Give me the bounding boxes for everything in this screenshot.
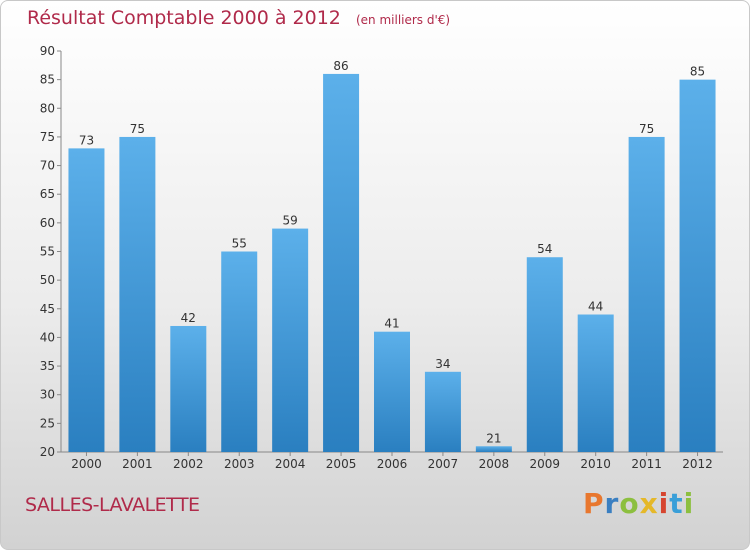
x-tick-label: 2010 [580, 457, 611, 471]
logo-letter: i [658, 487, 670, 520]
y-tick-label: 80 [40, 101, 55, 115]
y-tick-label: 30 [40, 388, 55, 402]
value-labels: 73 75 42 55 59 86 41 34 21 54 44 75 85 [79, 59, 705, 445]
data-label: 75 [639, 122, 654, 136]
logo-letter: x [639, 487, 659, 520]
data-label: 75 [130, 122, 145, 136]
bar [679, 79, 716, 453]
y-tick-label: 45 [40, 302, 55, 316]
x-tick-label: 2005 [326, 457, 357, 471]
data-label: 86 [333, 59, 348, 73]
x-tick-label: 2012 [682, 457, 713, 471]
x-tick-label: 2000 [71, 457, 102, 471]
bar [577, 314, 614, 452]
bar [170, 325, 207, 452]
x-tick-label: 2001 [122, 457, 153, 471]
x-tick-label: 2008 [479, 457, 510, 471]
logo-letter: r [604, 487, 620, 520]
bar [272, 228, 309, 452]
bar [323, 73, 360, 453]
y-tick-label: 90 [40, 44, 55, 58]
y-tick-label: 55 [40, 245, 55, 259]
logo-letter: o [619, 487, 640, 520]
y-tick-label: 70 [40, 159, 55, 173]
bars [68, 73, 716, 453]
x-tick-label: 2007 [428, 457, 459, 471]
bar [374, 331, 410, 452]
data-label: 85 [690, 65, 705, 79]
x-tick-label: 2006 [377, 457, 408, 471]
data-label: 41 [384, 317, 399, 331]
logo-letter: t [669, 487, 684, 520]
bar [119, 136, 156, 452]
bar [68, 148, 105, 452]
proxiti-logo: Proxiti [583, 487, 694, 520]
data-label: 42 [181, 311, 196, 325]
logo-letter: i [683, 487, 695, 520]
data-label: 55 [232, 237, 247, 251]
y-tick-label: 75 [40, 130, 55, 144]
place-name: SALLES-LAVALETTE [25, 494, 200, 516]
bar [628, 136, 665, 452]
data-label: 59 [283, 214, 298, 228]
bar [526, 257, 563, 452]
y-tick-label: 85 [40, 73, 55, 87]
chart-title: Résultat Comptable 2000 à 2012 [27, 7, 341, 29]
data-label: 34 [435, 357, 450, 371]
bar [424, 371, 461, 452]
logo-letter: P [583, 487, 605, 520]
chart-subtitle: (en milliers d'€) [355, 13, 451, 27]
x-tick-label: 2003 [224, 457, 255, 471]
data-label: 21 [486, 431, 501, 445]
y-tick-label: 40 [40, 330, 55, 344]
x-tick-label: 2011 [631, 457, 662, 471]
y-tick-label: 25 [40, 416, 55, 430]
y-tick-label: 60 [40, 216, 55, 230]
x-tick-label: 2002 [173, 457, 204, 471]
y-tick-label: 20 [40, 445, 55, 459]
chart-title-block: Résultat Comptable 2000 à 2012 (en milli… [27, 7, 450, 29]
y-tick-label: 50 [40, 273, 55, 287]
bar [221, 251, 258, 452]
x-tick-label: 2009 [529, 457, 560, 471]
data-label: 73 [79, 133, 94, 147]
bar [475, 446, 512, 452]
x-tick-label: 2004 [275, 457, 306, 471]
data-label: 44 [588, 300, 603, 314]
data-label: 54 [537, 242, 552, 256]
y-tick-label: 35 [40, 359, 55, 373]
y-tick-label: 65 [40, 187, 55, 201]
